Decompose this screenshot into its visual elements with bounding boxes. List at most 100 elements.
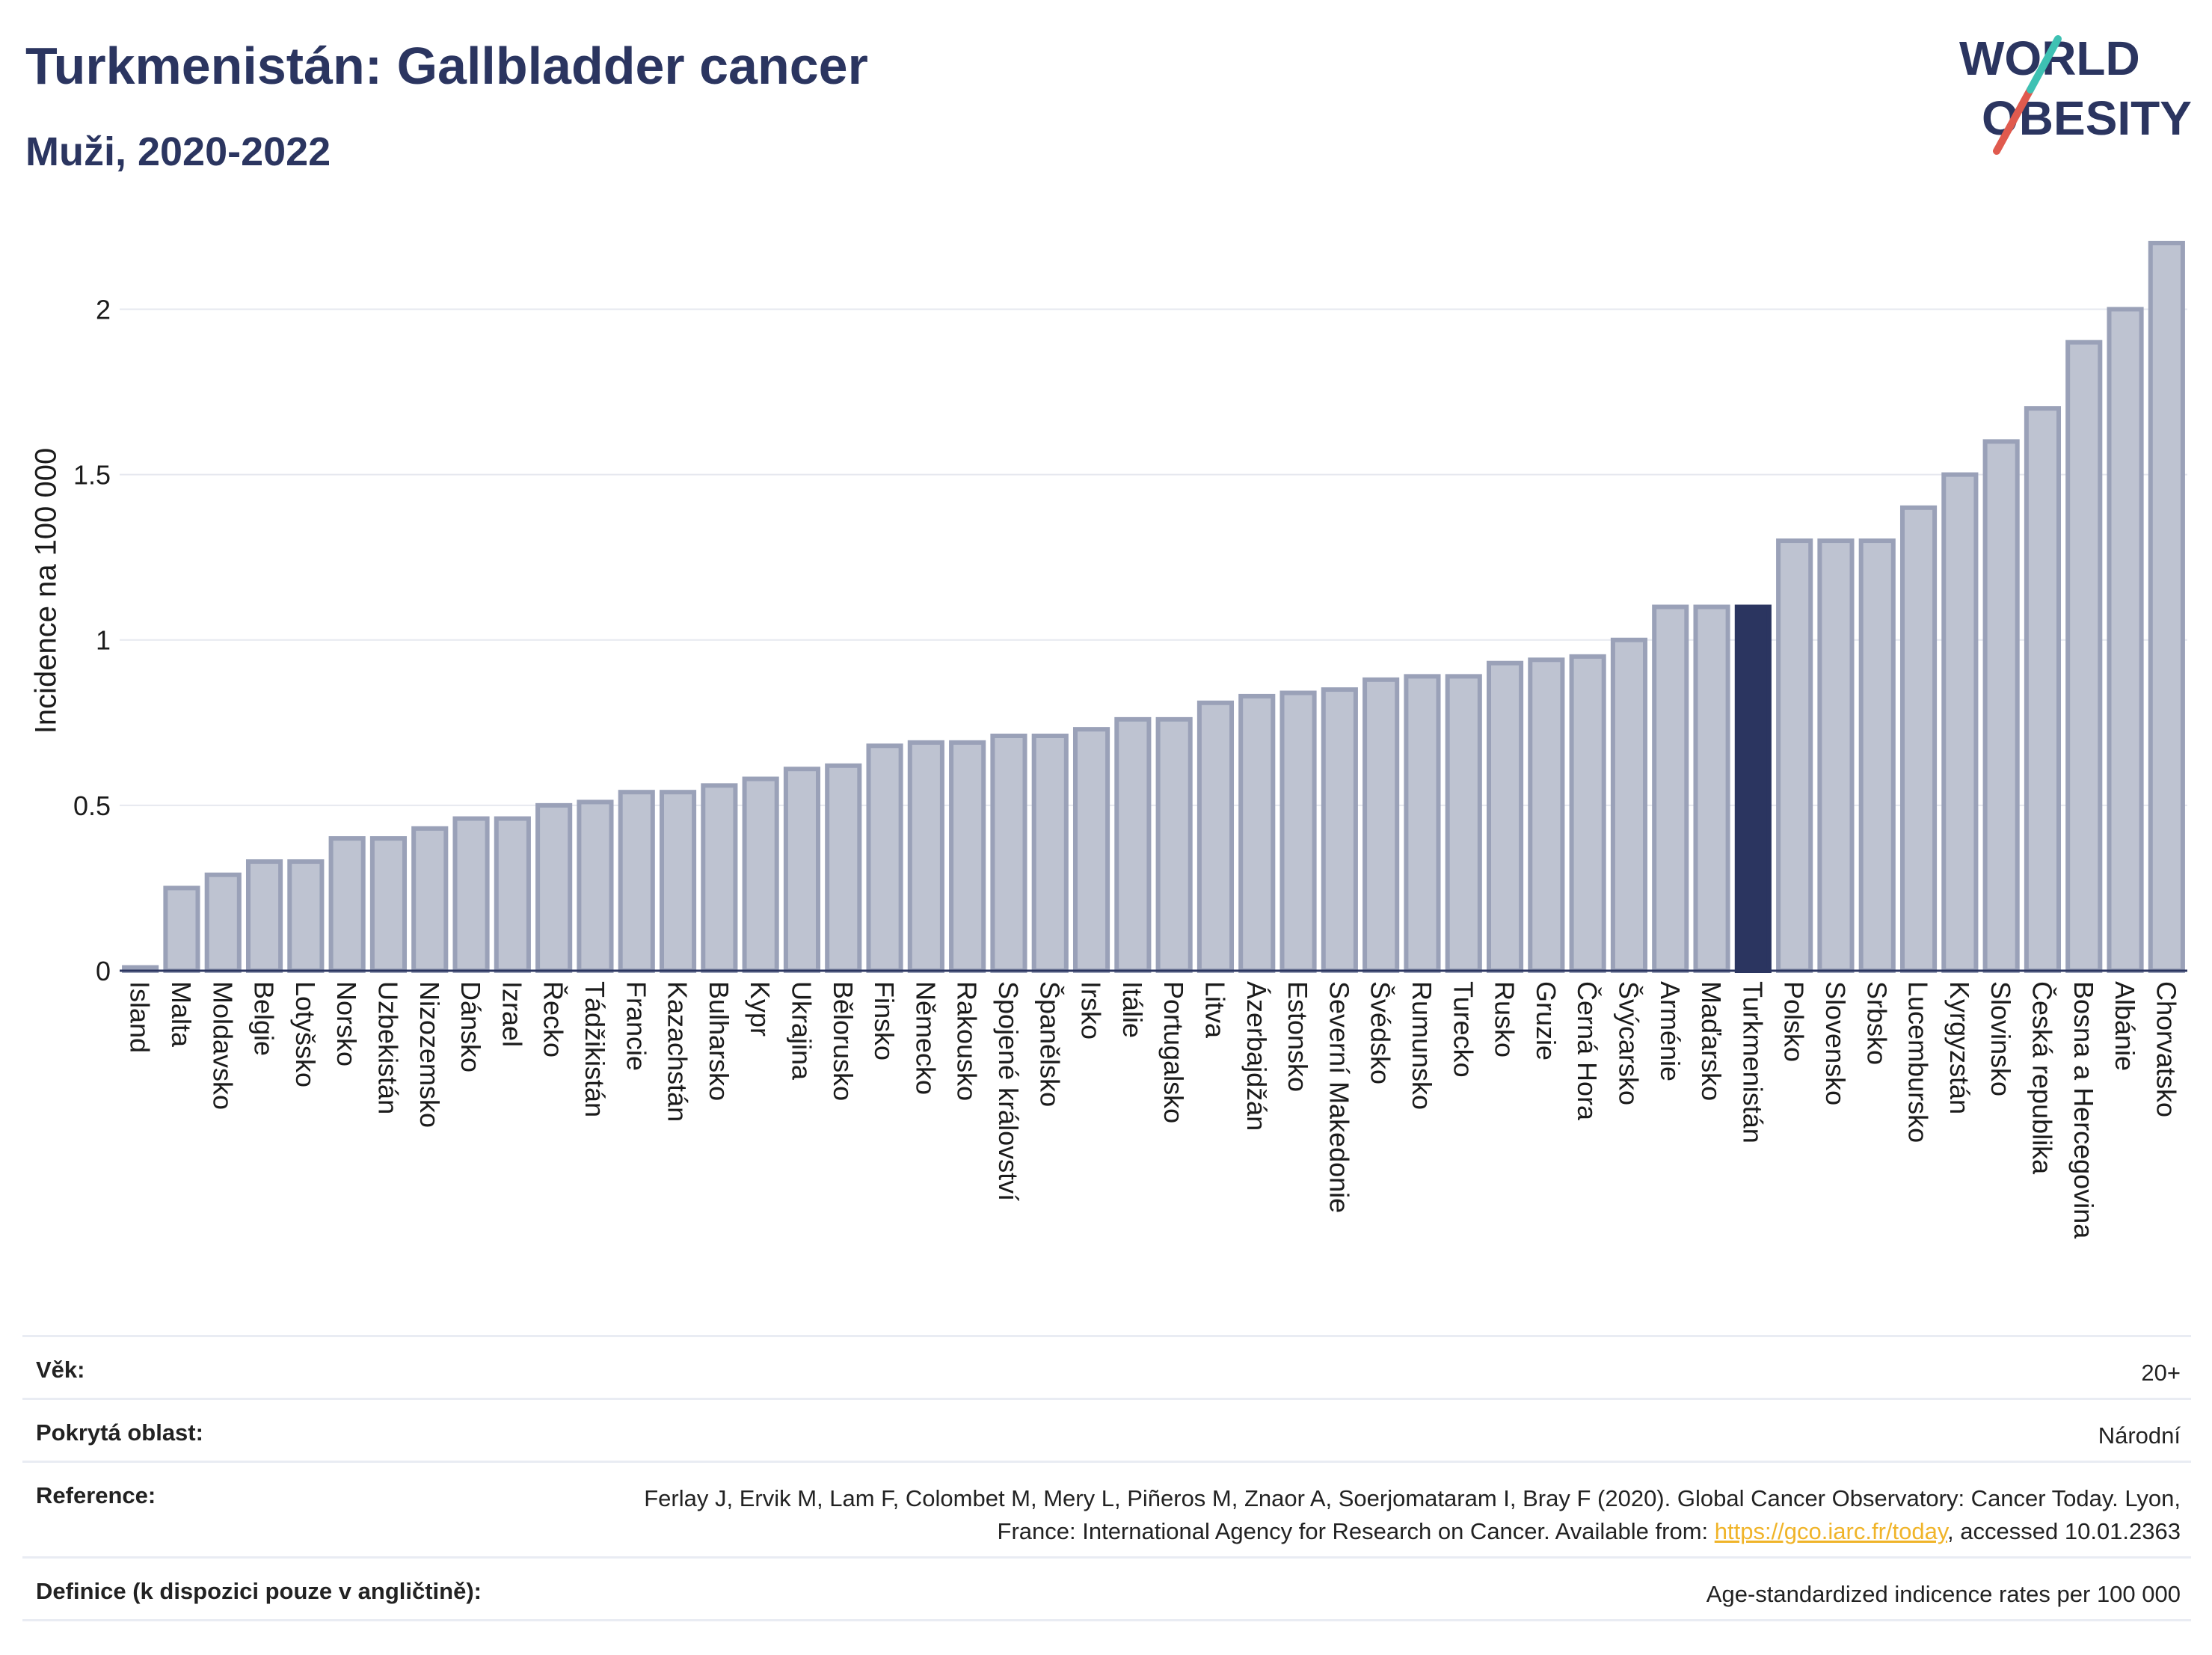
info-key-area: Pokrytá oblast:	[36, 1419, 203, 1446]
info-row-area: Pokrytá oblast: Národní	[22, 1398, 2191, 1461]
bar[interactable]	[907, 740, 944, 974]
bar[interactable]	[2107, 307, 2144, 974]
info-value-reference: Ferlay J, Ervik M, Lam F, Colombet M, Me…	[610, 1482, 2181, 1548]
bar[interactable]	[825, 763, 862, 973]
bar[interactable]	[659, 790, 697, 973]
info-key-reference: Reference:	[36, 1482, 156, 1508]
bar[interactable]	[742, 776, 779, 973]
x-tick-label: Malta	[166, 981, 197, 1048]
x-tick-label: Česká republika	[2027, 981, 2057, 1175]
bar[interactable]	[535, 802, 573, 974]
bar[interactable]	[1404, 674, 1441, 973]
x-tick-label: Irsko	[1076, 981, 1107, 1040]
bar[interactable]	[2024, 406, 2062, 973]
bar[interactable]	[328, 836, 366, 974]
reference-link[interactable]: https://gco.iarc.fr/today	[1714, 1518, 1948, 1544]
bar[interactable]	[1362, 677, 1400, 973]
bar[interactable]	[2148, 241, 2185, 973]
x-tick-label: Řecko	[538, 981, 569, 1057]
x-tick-label: Německo	[910, 981, 941, 1095]
bar[interactable]	[1858, 538, 1896, 973]
bar[interactable]	[411, 826, 449, 974]
x-tick-label: Kypr	[745, 981, 775, 1037]
x-tick-label: Moldavsko	[207, 981, 238, 1110]
y-tick-label: 1	[96, 625, 111, 656]
x-tick-label: Maďarsko	[1696, 981, 1727, 1101]
x-tick-label: Albánie	[2110, 981, 2140, 1071]
chart-subtitle: Muži, 2020-2022	[25, 129, 331, 174]
bar[interactable]	[1899, 505, 1938, 973]
bar[interactable]	[369, 836, 408, 974]
bar[interactable]	[701, 783, 738, 973]
y-tick-label: 2	[96, 294, 111, 325]
bar[interactable]	[1155, 716, 1193, 973]
x-tick-label: Itálie	[1117, 981, 1148, 1038]
bar[interactable]	[1031, 733, 1069, 974]
x-tick-label: Francie	[621, 981, 651, 1071]
x-tick-label: Island	[125, 981, 156, 1053]
x-tick-label: Nizozemsko	[414, 981, 445, 1128]
bar[interactable]	[1734, 604, 1772, 973]
x-tick-label: Lotyšsko	[290, 981, 321, 1087]
x-tick-label: Rumunsko	[1407, 981, 1437, 1110]
x-tick-label: Belgie	[249, 981, 280, 1056]
bar[interactable]	[1610, 637, 1648, 974]
y-tick-label: 1.5	[73, 460, 111, 491]
x-tick-label: Kazachstán	[663, 981, 693, 1122]
bar[interactable]	[245, 859, 283, 974]
info-value-definition: Age-standardized indicence rates per 100…	[1706, 1581, 2181, 1607]
bar[interactable]	[1279, 690, 1317, 973]
bar[interactable]	[1817, 538, 1855, 973]
bar[interactable]	[204, 872, 242, 974]
x-tick-label: Polsko	[1779, 981, 1810, 1062]
x-tick-label: Estonsko	[1282, 981, 1313, 1092]
bar[interactable]	[990, 733, 1027, 974]
y-axis-ticks: 0 0.5 1 1.5 2	[73, 294, 111, 986]
y-tick-label: 0	[96, 956, 111, 986]
bar[interactable]	[949, 740, 986, 974]
x-tick-label: Ukrajina	[786, 981, 817, 1081]
bar[interactable]	[577, 799, 614, 974]
info-value-area: Národní	[2098, 1422, 2181, 1449]
bar[interactable]	[1486, 660, 1524, 973]
x-tick-label: Turecko	[1448, 981, 1478, 1078]
bar[interactable]	[783, 767, 821, 973]
bar[interactable]	[1982, 439, 2020, 973]
bar[interactable]	[1652, 604, 1689, 973]
x-tick-label: Kyrgyzstán	[1944, 981, 1975, 1114]
bar[interactable]	[163, 885, 200, 973]
bar[interactable]	[1569, 654, 1606, 973]
x-tick-label: Chorvatsko	[2151, 981, 2181, 1117]
bar[interactable]	[618, 790, 655, 973]
bar[interactable]	[1196, 700, 1235, 973]
bar[interactable]	[1941, 472, 1979, 973]
bar[interactable]	[1445, 674, 1482, 973]
x-tick-label: Bosna a Hercegovina	[2068, 981, 2099, 1239]
bar[interactable]	[1528, 657, 1565, 973]
bar[interactable]	[1776, 538, 1813, 973]
reference-accessed: , accessed 10.01.2363	[1947, 1518, 2181, 1544]
bar[interactable]	[1238, 693, 1276, 973]
x-tick-label: Švýcarsko	[1613, 981, 1644, 1105]
logo-slash-teal-icon	[2027, 35, 2062, 93]
bar[interactable]	[1114, 716, 1152, 973]
x-tick-label: Rusko	[1490, 981, 1520, 1057]
bar[interactable]	[1693, 604, 1730, 973]
bar[interactable]	[1321, 687, 1358, 973]
x-tick-label: Turkmenistán	[1737, 981, 1768, 1143]
info-key-age: Věk:	[36, 1357, 85, 1383]
info-value-age: 20+	[2141, 1360, 2181, 1386]
bar[interactable]	[2065, 340, 2103, 973]
bar[interactable]	[494, 816, 531, 974]
bar[interactable]	[452, 816, 490, 974]
x-tick-label: Ázerbajdžán	[1241, 981, 1272, 1131]
x-tick-label: Slovensko	[1820, 981, 1851, 1105]
x-tick-label: Bělorusko	[828, 981, 858, 1101]
bar[interactable]	[866, 743, 903, 973]
x-tick-label: Izrael	[497, 981, 527, 1047]
bar[interactable]	[1072, 727, 1110, 974]
logo-slash-coral-icon	[1993, 86, 2034, 155]
bar[interactable]	[287, 859, 325, 974]
y-tick-label: 0.5	[73, 790, 111, 821]
info-table: Věk: 20+ Pokrytá oblast: Národní Referen…	[22, 1335, 2191, 1621]
